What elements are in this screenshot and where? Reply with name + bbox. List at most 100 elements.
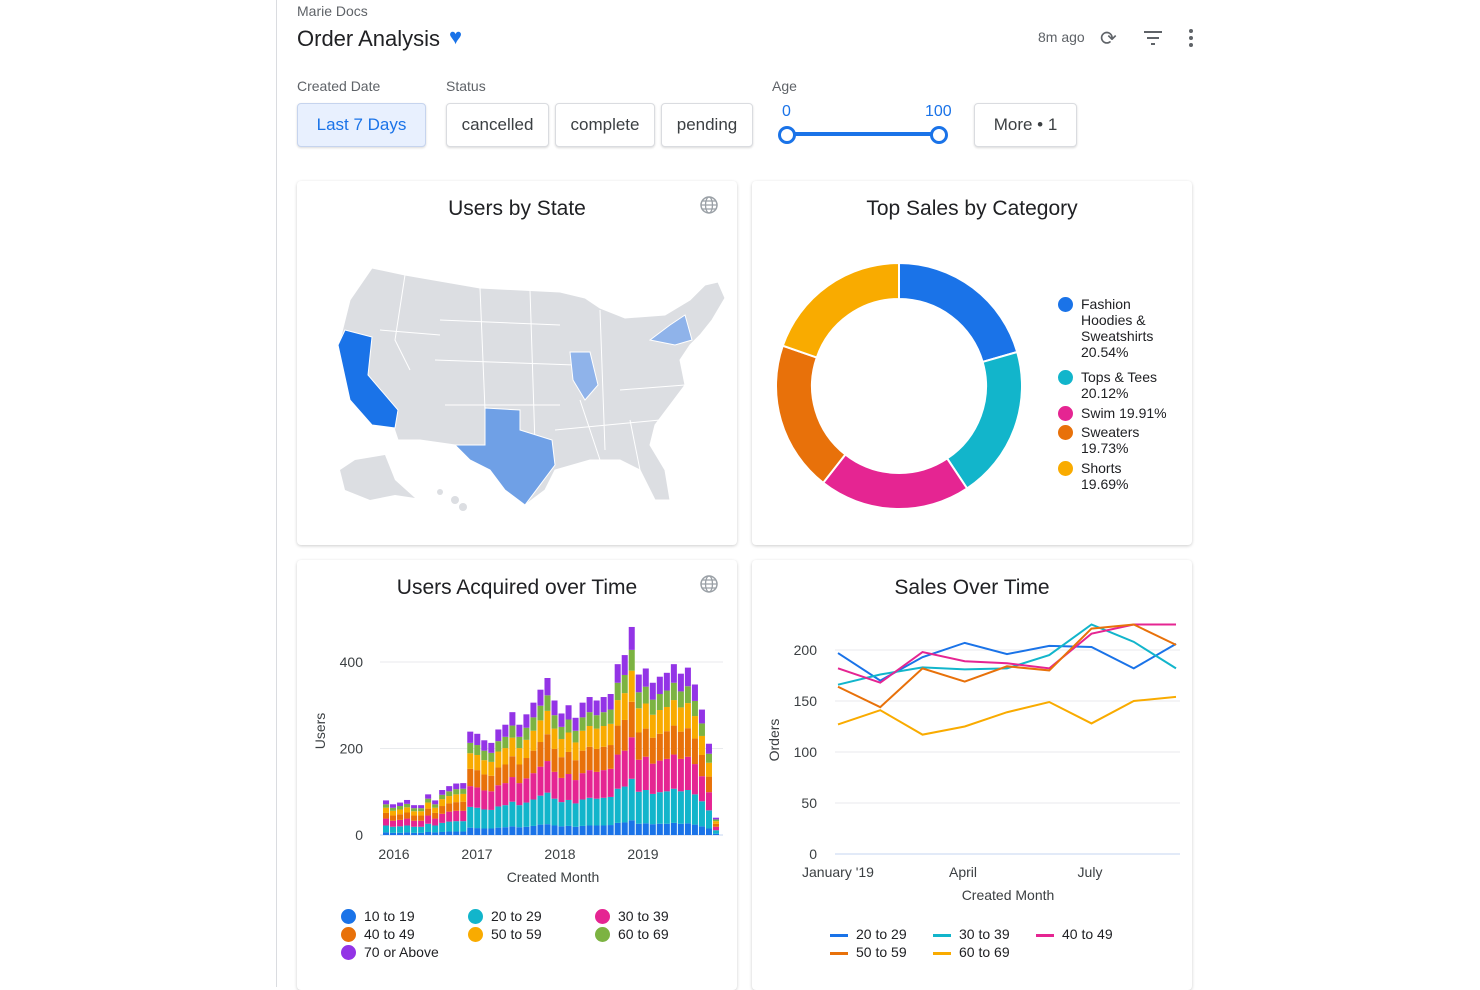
bar-segment: [558, 757, 565, 778]
legend-item[interactable]: 50 to 59: [468, 926, 542, 942]
bar-segment: [600, 726, 607, 747]
bar-segment: [607, 723, 614, 746]
bar-segment: [614, 725, 621, 755]
bar-segment: [600, 797, 607, 826]
legend-label: Fashion Hoodies & Sweatshirts 20.54%: [1081, 296, 1154, 360]
bar-segment: [635, 674, 642, 693]
legend-item[interactable]: 40 to 49: [341, 926, 415, 942]
sales-over-time-card: Sales Over Time 0 50 100 150 200 January '19 A…: [752, 560, 1192, 990]
bar-segment: [614, 754, 621, 789]
legend-item[interactable]: Tops & Tees 20.12%: [1058, 369, 1168, 401]
bar-segment: [537, 720, 544, 743]
bar-segment: [607, 825, 614, 835]
age-slider-track[interactable]: [787, 132, 939, 136]
legend-item[interactable]: Fashion Hoodies & Sweatshirts 20.54%: [1058, 296, 1168, 360]
bar-segment: [425, 798, 432, 803]
more-vert-icon[interactable]: [1186, 28, 1196, 48]
legend-item[interactable]: 70 or Above: [341, 944, 439, 960]
created-date-filter[interactable]: Last 7 Days: [297, 103, 426, 147]
bar-segment: [453, 831, 460, 835]
legend-label: Swim 19.91%: [1081, 405, 1167, 421]
bar-segment: [453, 821, 460, 832]
more-filters-button[interactable]: More • 1: [974, 103, 1077, 147]
bar-segment: [684, 756, 691, 791]
legend-item[interactable]: 10 to 19: [341, 908, 415, 924]
donut-slice: [821, 453, 969, 510]
age-slider-max-handle[interactable]: [930, 126, 948, 144]
x-tick-label: January '19: [802, 864, 874, 880]
bar-segment: [523, 826, 530, 835]
bar-segment: [432, 800, 439, 805]
bar-segment: [530, 702, 537, 718]
legend-item[interactable]: 50 to 59: [830, 944, 907, 960]
globe-icon[interactable]: [699, 574, 719, 594]
legend-item[interactable]: Shorts 19.69%: [1058, 460, 1168, 492]
last-updated: 8m ago: [1038, 29, 1085, 45]
legend-marker: [341, 927, 356, 942]
bar-segment: [579, 750, 586, 774]
card-title: Users Acquired over Time: [396, 576, 638, 599]
bar-segment: [600, 825, 607, 835]
bar-segment: [425, 808, 432, 816]
bar-segment: [565, 719, 572, 733]
bar-segment: [565, 732, 572, 752]
bar-segment: [530, 717, 537, 731]
line-chart: 0 50 100 150 200 January '19 April July Created …: [766, 623, 1180, 903]
legend-label: 40 to 49: [1062, 926, 1113, 942]
bar-segment: [712, 823, 719, 827]
bar-segment: [439, 806, 446, 814]
bar-segment: [481, 740, 488, 751]
legend-label: Sweaters 19.73%: [1081, 424, 1140, 456]
bar-segment: [635, 708, 642, 733]
bar-segment: [642, 823, 649, 835]
status-complete[interactable]: complete: [555, 103, 655, 147]
bar-segment: [418, 815, 425, 821]
breadcrumb[interactable]: Marie Docs: [297, 3, 368, 19]
heart-icon[interactable]: ♥: [449, 24, 463, 49]
legend-label: 10 to 19: [364, 908, 415, 924]
age-slider-min-handle[interactable]: [778, 126, 796, 144]
bar-segment: [418, 808, 425, 812]
bar-segment: [544, 761, 551, 793]
bar-segment: [467, 753, 474, 769]
bar-segment: [467, 742, 474, 754]
donut-slice: [775, 344, 847, 485]
bar-segment: [656, 710, 663, 734]
legend-label: 30 to 39: [618, 908, 669, 924]
bar-segment: [684, 823, 691, 835]
bar-segment: [467, 731, 474, 743]
bar-segment: [558, 713, 565, 727]
refresh-icon[interactable]: ⟳: [1100, 28, 1117, 50]
bar-segment: [558, 777, 565, 803]
legend-item[interactable]: 60 to 69: [595, 926, 669, 942]
legend-item[interactable]: 20 to 29: [468, 908, 542, 924]
bar-segment: [579, 702, 586, 718]
bar-segment: [474, 745, 481, 755]
bar-segment: [481, 774, 488, 791]
legend-item[interactable]: 60 to 69: [933, 944, 1010, 960]
bar-segment: [530, 750, 537, 774]
bar-segment: [509, 725, 516, 738]
legend-item[interactable]: 30 to 39: [595, 908, 669, 924]
legend-item[interactable]: 20 to 29: [830, 926, 907, 942]
bar-segment: [509, 801, 516, 827]
filter-icon[interactable]: [1143, 30, 1163, 46]
card-title: Users by State: [448, 197, 586, 220]
bar-segment: [670, 682, 677, 701]
status-cancelled[interactable]: cancelled: [446, 103, 549, 147]
status-pending[interactable]: pending: [661, 103, 753, 147]
bar-segment: [586, 797, 593, 826]
legend-item[interactable]: Swim 19.91%: [1058, 405, 1168, 421]
legend-item[interactable]: 30 to 39: [933, 926, 1010, 942]
bar-segment: [691, 716, 698, 739]
bar-segment: [383, 812, 390, 819]
bar-segment: [621, 674, 628, 694]
y-tick-label: 200: [794, 642, 818, 658]
bar-segment: [411, 826, 418, 833]
legend-item[interactable]: 40 to 49: [1036, 926, 1113, 942]
bar-segment: [677, 691, 684, 708]
globe-icon[interactable]: [699, 195, 719, 215]
bar-segment: [628, 670, 635, 702]
legend-item[interactable]: Sweaters 19.73%: [1058, 424, 1168, 456]
bar-segment: [446, 796, 453, 804]
